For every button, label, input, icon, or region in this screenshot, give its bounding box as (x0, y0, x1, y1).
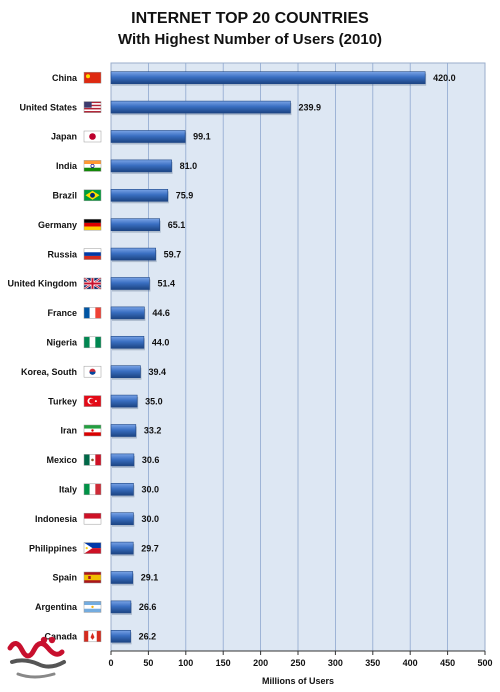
data-label: 44.0 (152, 338, 170, 348)
data-label: 75.9 (176, 191, 194, 201)
category-label: Brazil (52, 191, 77, 201)
x-tick-label: 450 (440, 658, 455, 668)
flag-france-icon (83, 307, 102, 319)
bar (110, 130, 186, 143)
data-label: 30.6 (142, 455, 160, 465)
flag-italy-icon (83, 483, 102, 496)
data-label: 29.7 (141, 543, 159, 553)
category-label: Japan (51, 132, 77, 142)
x-tick-label: 400 (403, 658, 418, 668)
bar (110, 394, 138, 408)
x-tick-label: 500 (477, 658, 492, 668)
data-label: 26.6 (139, 602, 157, 612)
data-label: 51.4 (157, 279, 175, 289)
bar (110, 335, 145, 349)
data-label: 29.1 (141, 573, 159, 583)
category-label: Argentina (35, 602, 78, 612)
flag-germany-icon (83, 218, 102, 231)
flag-russia-icon (83, 248, 102, 260)
bar (110, 629, 131, 643)
category-label: Mexico (46, 455, 77, 465)
flag-indonesia-icon (83, 512, 102, 525)
flag-korea-south-icon (83, 365, 102, 378)
bar (110, 71, 426, 84)
x-tick-label: 100 (178, 658, 193, 668)
flag-canada-icon (83, 630, 102, 643)
flag-iran-icon (83, 424, 102, 437)
category-label: Philippines (29, 543, 77, 553)
flag-india-icon (83, 160, 102, 172)
category-label: Korea, South (21, 367, 77, 377)
bar (110, 482, 134, 496)
data-label: 99.1 (193, 132, 211, 142)
bar (110, 100, 291, 114)
bar (110, 306, 145, 320)
bar (110, 277, 150, 290)
flag-philippines-icon (83, 542, 102, 554)
data-label: 81.0 (180, 161, 198, 171)
bar (110, 159, 172, 173)
category-label: China (52, 73, 78, 83)
flag-argentina-icon (83, 601, 102, 613)
x-tick-label: 150 (216, 658, 231, 668)
flag-united-states-icon (83, 101, 102, 113)
data-label: 33.2 (144, 426, 162, 436)
data-label: 26.2 (139, 632, 157, 642)
bar (110, 541, 134, 555)
category-label: Nigeria (46, 338, 78, 348)
flag-spain-icon (83, 571, 102, 584)
chart-subtitle: With Highest Number of Users (2010) (117, 31, 383, 48)
bar (110, 424, 137, 437)
flag-turkey-icon (83, 395, 102, 407)
x-tick-label: 0 (108, 658, 113, 668)
flag-mexico-icon (83, 454, 102, 466)
bar (110, 218, 160, 231)
x-tick-label: 50 (143, 658, 153, 668)
bar (110, 512, 134, 526)
bar (110, 571, 134, 584)
data-label: 39.4 (148, 367, 166, 377)
category-label: Canada (44, 632, 78, 642)
category-label: Germany (38, 220, 77, 230)
category-label: United Kingdom (8, 279, 78, 289)
category-label: United States (19, 102, 77, 112)
category-label: Turkey (48, 396, 77, 406)
data-label: 65.1 (168, 220, 186, 230)
bar (110, 453, 135, 467)
flag-brazil-icon (83, 189, 102, 202)
x-tick-label: 200 (253, 658, 268, 668)
x-tick-label: 300 (328, 658, 343, 668)
flag-japan-icon (83, 130, 102, 143)
x-tick-label: 350 (365, 658, 380, 668)
data-label: 30.0 (141, 485, 159, 495)
data-label: 44.6 (152, 308, 170, 318)
category-label: India (56, 161, 78, 171)
category-label: France (47, 308, 77, 318)
flag-united-kingdom-icon (83, 277, 102, 290)
category-label: Indonesia (35, 514, 78, 524)
category-label: Iran (60, 426, 77, 436)
x-axis-label: Millions of Users (262, 676, 334, 686)
bar (110, 365, 141, 379)
data-label: 30.0 (141, 514, 159, 524)
bar (110, 600, 132, 614)
data-label: 239.9 (298, 102, 321, 112)
bar (110, 247, 156, 261)
data-label: 59.7 (164, 249, 182, 259)
flag-nigeria-icon (83, 336, 102, 349)
x-tick-label: 250 (290, 658, 305, 668)
chart-title: INTERNET TOP 20 COUNTRIES (131, 10, 369, 27)
category-label: Russia (47, 249, 78, 259)
category-label: Italy (59, 485, 77, 495)
bar (110, 189, 169, 202)
site-logo-icon (7, 636, 66, 679)
data-label: 420.0 (433, 73, 456, 83)
data-label: 35.0 (145, 396, 163, 406)
category-label: Spain (52, 573, 77, 583)
flag-china-icon (83, 71, 102, 84)
